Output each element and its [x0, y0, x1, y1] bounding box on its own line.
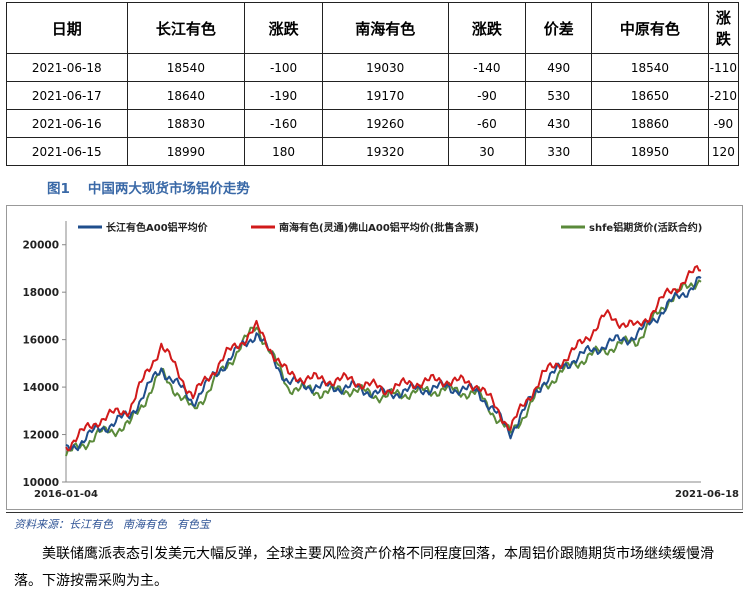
series-line-changjiang — [65, 275, 702, 452]
y-tick-label: 16000 — [22, 335, 59, 347]
y-tick-label: 12000 — [22, 430, 59, 442]
cell-changjiang: 18830 — [126, 109, 246, 138]
cell-change: -140 — [447, 53, 527, 82]
cell-nanhai: 19260 — [321, 109, 449, 138]
cell-change: -210 — [707, 81, 740, 110]
cell-changjiang: 18540 — [126, 53, 246, 82]
source-label: 资料来源： — [14, 518, 69, 531]
legend-label-shfe: shfe铝期货价(活跃合约) — [589, 221, 702, 234]
y-tick-label: 14000 — [22, 382, 59, 394]
cell-change: -190 — [244, 81, 323, 110]
cell-date: 2021-06-16 — [6, 109, 128, 138]
cell-zhongyuan: 18650 — [591, 81, 709, 110]
figure-number: 图1 — [47, 181, 70, 197]
source-divider — [6, 512, 743, 513]
col-header-spread: 价差 — [525, 2, 593, 54]
cell-date: 2021-06-15 — [6, 137, 128, 166]
cell-zhongyuan: 18860 — [591, 109, 709, 138]
chart-frame — [6, 205, 743, 510]
source-item: 有色宝 — [177, 518, 210, 531]
commentary-paragraph: 美联储鹰派表态引发美元大幅反弹，全球主要风险资产价格不同程度回落，本周铝价跟随期… — [14, 546, 714, 589]
source-item: 南海有色 — [123, 518, 167, 531]
table-header-row: 日期 长江有色 涨跌 南海有色 涨跌 价差 中原有色 涨跌 — [6, 2, 740, 54]
cell-change: -90 — [447, 81, 527, 110]
cell-date: 2021-06-17 — [6, 81, 128, 110]
col-header-changjiang: 长江有色 — [126, 2, 246, 54]
table-row: 2021-06-18 18540 -100 19030 -140 490 185… — [6, 53, 740, 82]
cell-zhongyuan: 18540 — [591, 53, 709, 82]
y-tick-label: 10000 — [22, 477, 59, 489]
cell-nanhai: 19320 — [321, 137, 449, 166]
cell-changjiang: 18640 — [126, 81, 246, 110]
y-tick-label: 20000 — [22, 240, 59, 252]
legend-label-changjiang: 长江有色A00铝平均价 — [106, 221, 209, 234]
cell-change: -160 — [244, 109, 323, 138]
legend-label-nanhai: 南海有色(灵通)佛山A00铝平均价(批售含票) — [279, 221, 479, 234]
col-header-nanhai: 南海有色 — [321, 2, 449, 54]
cell-change: -110 — [707, 53, 740, 82]
cell-spread: 490 — [525, 53, 593, 82]
source-note: 资料来源：长江有色 南海有色 有色宝 — [14, 516, 220, 532]
x-tick-label-start: 2016-01-04 — [34, 489, 98, 500]
cell-zhongyuan: 18950 — [591, 137, 709, 166]
cell-nanhai: 19030 — [321, 53, 449, 82]
series-line-nanhai — [65, 265, 702, 452]
table-row: 2021-06-15 18990 180 19320 30 330 18950 … — [6, 137, 740, 166]
source-item: 长江有色 — [69, 518, 113, 531]
cell-change: -90 — [707, 109, 740, 138]
cell-change: 180 — [244, 137, 323, 166]
col-header-change: 涨跌 — [707, 2, 740, 54]
cell-changjiang: 18990 — [126, 137, 246, 166]
figure-caption: 图1 中国两大现货市场铝价走势 — [47, 177, 250, 197]
price-table: 日期 长江有色 涨跌 南海有色 涨跌 价差 中原有色 涨跌 2021-06-18… — [6, 2, 740, 166]
figure-title: 中国两大现货市场铝价走势 — [87, 181, 250, 197]
cell-change: -60 — [447, 109, 527, 138]
cell-change: -100 — [244, 53, 323, 82]
col-header-zhongyuan: 中原有色 — [591, 2, 709, 54]
y-tick-label: 18000 — [22, 287, 59, 299]
cell-spread: 330 — [525, 137, 593, 166]
col-header-change: 涨跌 — [447, 2, 527, 54]
table-row: 2021-06-16 18830 -160 19260 -60 430 1886… — [6, 109, 740, 138]
table-row: 2021-06-17 18640 -190 19170 -90 530 1865… — [6, 81, 740, 110]
line-chart: 10000 12000 14000 16000 18000 20000 2016-01-04… — [22, 221, 739, 500]
cell-nanhai: 19170 — [321, 81, 449, 110]
cell-spread: 430 — [525, 109, 593, 138]
cell-date: 2021-06-18 — [6, 53, 128, 82]
cell-change: 120 — [707, 137, 740, 166]
cell-spread: 530 — [525, 81, 593, 110]
x-tick-label-end: 2021-06-18 — [675, 489, 739, 500]
col-header-change: 涨跌 — [244, 2, 323, 54]
col-header-date: 日期 — [6, 2, 128, 54]
cell-change: 30 — [447, 137, 527, 166]
